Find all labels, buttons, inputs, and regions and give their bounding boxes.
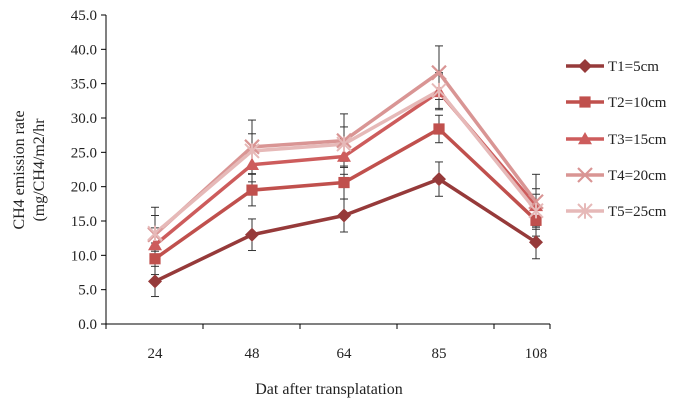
x-tick-label: 108 (525, 346, 548, 362)
data-point (149, 253, 161, 265)
legend-label: T3=15cm (608, 132, 667, 148)
data-point (244, 143, 260, 159)
y-axis-label-line1: CH4 emission rate (11, 110, 28, 229)
data-point (337, 208, 351, 223)
x-ticks: 24 48 64 85 108 (105, 324, 551, 362)
y-tick-label: 15.0 (71, 214, 97, 230)
y-tick-label: 5.0 (78, 283, 97, 299)
y-tick-label: 25.0 (71, 145, 97, 161)
y-tick-label: 40.0 (71, 42, 97, 58)
y-tick-label: 0.0 (78, 317, 97, 333)
legend: T1=5cm T2=10cm T3=15cm T4=20cm T5=25cm (566, 59, 667, 220)
legend-label: T2=10cm (608, 95, 667, 111)
data-point (245, 227, 259, 242)
legend-swatch-marker (577, 167, 593, 183)
x-tick-label: 64 (337, 346, 353, 362)
data-point (431, 64, 447, 81)
data-point (246, 184, 258, 196)
data-point (338, 176, 350, 189)
series-line (154, 177, 537, 284)
legend-swatch-marker (577, 203, 593, 219)
data-point (336, 136, 352, 152)
y-ticks: 0.0 5.0 10.0 15.0 20.0 25.0 30.0 35.0 40.0 45.0 (71, 8, 106, 333)
data-point (529, 235, 543, 250)
legend-swatch-marker (578, 59, 592, 73)
x-tick-label: 48 (245, 346, 260, 362)
axes (105, 15, 550, 325)
legend-label: T4=20cm (608, 168, 667, 184)
data-point (148, 274, 162, 289)
data-point (147, 225, 163, 242)
y-axis-label-line2: (mg/CH4/m2/hr (31, 118, 48, 222)
y-tick-label: 45.0 (71, 8, 97, 24)
data-point (432, 172, 446, 187)
data-point (337, 149, 351, 162)
data-point (431, 82, 447, 99)
x-axis-label: Dat after transplatation (255, 381, 403, 398)
y-tick-label: 30.0 (71, 111, 97, 127)
legend-label: T1=5cm (608, 59, 659, 75)
y-tick-label: 10.0 (71, 248, 97, 264)
y-tick-label: 20.0 (71, 180, 97, 196)
y-tick-label: 35.0 (71, 77, 97, 93)
data-point (148, 238, 162, 251)
legend-label: T5=25cm (608, 204, 667, 220)
data-point (530, 214, 542, 226)
legend-swatch-marker (579, 96, 591, 108)
x-tick-label: 24 (148, 346, 164, 362)
data-point (528, 202, 544, 219)
series-line (153, 127, 538, 261)
legend-swatch-marker (578, 132, 592, 145)
x-tick-label: 85 (432, 346, 447, 362)
data-point (245, 157, 259, 170)
data-point (433, 123, 445, 135)
series-markers (147, 64, 544, 289)
